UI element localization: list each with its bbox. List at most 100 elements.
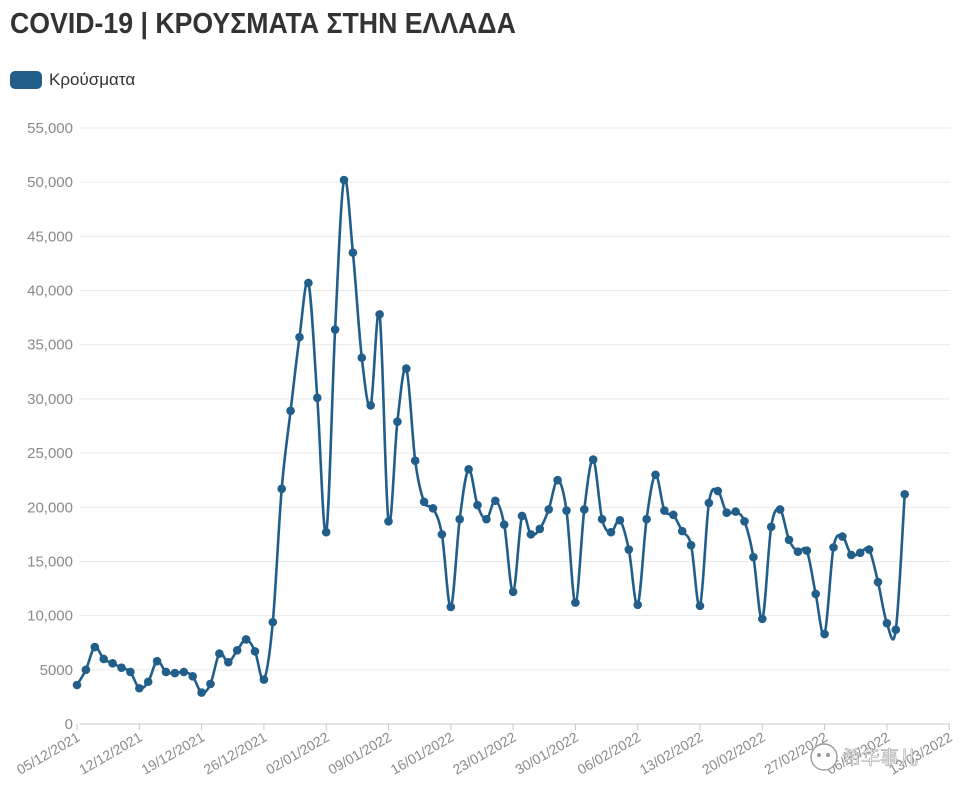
data-point[interactable]: [81, 665, 91, 675]
data-point[interactable]: [588, 455, 598, 464]
data-point[interactable]: [99, 654, 108, 664]
data-point[interactable]: [250, 647, 260, 656]
data-point[interactable]: [215, 649, 224, 658]
data-point[interactable]: [143, 677, 153, 687]
data-point[interactable]: [90, 642, 100, 652]
data-point[interactable]: [571, 598, 580, 607]
data-point[interactable]: [544, 505, 553, 514]
data-point[interactable]: [740, 517, 749, 526]
data-point[interactable]: [651, 470, 660, 480]
data-point[interactable]: [304, 278, 313, 288]
data-point[interactable]: [482, 514, 491, 524]
data-point[interactable]: [72, 680, 82, 690]
data-point[interactable]: [366, 401, 376, 410]
data-point[interactable]: [357, 353, 367, 363]
data-point[interactable]: [811, 589, 820, 599]
data-point[interactable]: [838, 532, 847, 541]
data-point[interactable]: [660, 506, 669, 515]
data-point[interactable]: [348, 248, 358, 257]
data-point[interactable]: [758, 614, 767, 624]
data-point[interactable]: [321, 527, 331, 537]
data-point[interactable]: [375, 310, 384, 319]
data-point[interactable]: [677, 526, 687, 536]
data-point[interactable]: [241, 635, 251, 644]
data-point[interactable]: [615, 515, 625, 525]
data-point[interactable]: [117, 663, 126, 672]
y-tick-label: 0: [65, 716, 73, 733]
data-point[interactable]: [295, 332, 304, 342]
data-point[interactable]: [152, 656, 162, 666]
data-point[interactable]: [330, 325, 340, 334]
data-point[interactable]: [491, 496, 500, 506]
data-point[interactable]: [731, 507, 740, 516]
data-point[interactable]: [126, 667, 135, 677]
data-point[interactable]: [393, 417, 402, 426]
data-point[interactable]: [428, 504, 438, 513]
data-point[interactable]: [562, 506, 571, 515]
data-point[interactable]: [410, 456, 420, 465]
data-point[interactable]: [224, 657, 233, 667]
data-point[interactable]: [847, 550, 856, 560]
data-point[interactable]: [900, 489, 909, 499]
data-point[interactable]: [686, 540, 696, 550]
data-point[interactable]: [882, 618, 892, 628]
data-point[interactable]: [277, 484, 287, 494]
data-point[interactable]: [891, 625, 901, 635]
data-point[interactable]: [232, 646, 242, 655]
y-tick-label: 10,000: [27, 608, 73, 625]
data-point[interactable]: [259, 675, 269, 684]
data-point[interactable]: [188, 672, 197, 681]
data-point[interactable]: [749, 552, 758, 562]
data-point[interactable]: [170, 668, 180, 678]
data-point[interactable]: [464, 465, 473, 474]
data-point[interactable]: [802, 546, 812, 555]
data-point[interactable]: [473, 500, 482, 510]
data-point[interactable]: [508, 587, 518, 597]
data-point[interactable]: [669, 510, 678, 520]
data-point[interactable]: [455, 514, 465, 524]
data-point[interactable]: [597, 514, 607, 524]
data-point[interactable]: [446, 602, 456, 612]
data-point[interactable]: [820, 629, 829, 639]
data-point[interactable]: [339, 175, 349, 185]
data-point[interactable]: [793, 547, 803, 557]
data-point[interactable]: [580, 505, 589, 514]
data-point[interactable]: [695, 601, 705, 611]
data-point[interactable]: [286, 406, 295, 416]
data-point[interactable]: [606, 527, 616, 537]
data-point[interactable]: [197, 688, 206, 697]
data-point[interactable]: [268, 617, 278, 627]
series: [72, 175, 909, 697]
data-point[interactable]: [704, 498, 714, 508]
data-point[interactable]: [624, 545, 634, 554]
data-point[interactable]: [135, 683, 144, 693]
data-point[interactable]: [829, 543, 838, 552]
data-point[interactable]: [419, 497, 429, 507]
data-point[interactable]: [766, 522, 776, 532]
data-point[interactable]: [384, 517, 393, 526]
wechat-icon-eye-left: [817, 753, 821, 757]
data-point[interactable]: [784, 535, 794, 545]
data-point[interactable]: [499, 520, 509, 529]
data-point[interactable]: [402, 364, 411, 373]
data-point[interactable]: [775, 505, 785, 514]
data-point[interactable]: [553, 475, 562, 485]
data-point[interactable]: [535, 524, 545, 534]
data-point[interactable]: [161, 667, 171, 677]
data-point[interactable]: [864, 545, 874, 554]
data-point[interactable]: [108, 659, 117, 668]
data-point[interactable]: [713, 486, 723, 496]
data-point[interactable]: [855, 548, 865, 558]
legend[interactable]: Κρούσματα: [10, 70, 135, 90]
data-point[interactable]: [517, 511, 527, 521]
data-point[interactable]: [873, 577, 883, 587]
data-point[interactable]: [437, 530, 447, 539]
data-point[interactable]: [722, 508, 731, 517]
data-point[interactable]: [313, 393, 322, 403]
data-point[interactable]: [179, 667, 189, 677]
data-point[interactable]: [642, 514, 651, 524]
data-point[interactable]: [526, 530, 536, 539]
data-point[interactable]: [633, 600, 642, 610]
y-tick-label: 45,000: [27, 228, 73, 245]
data-point[interactable]: [206, 679, 215, 689]
